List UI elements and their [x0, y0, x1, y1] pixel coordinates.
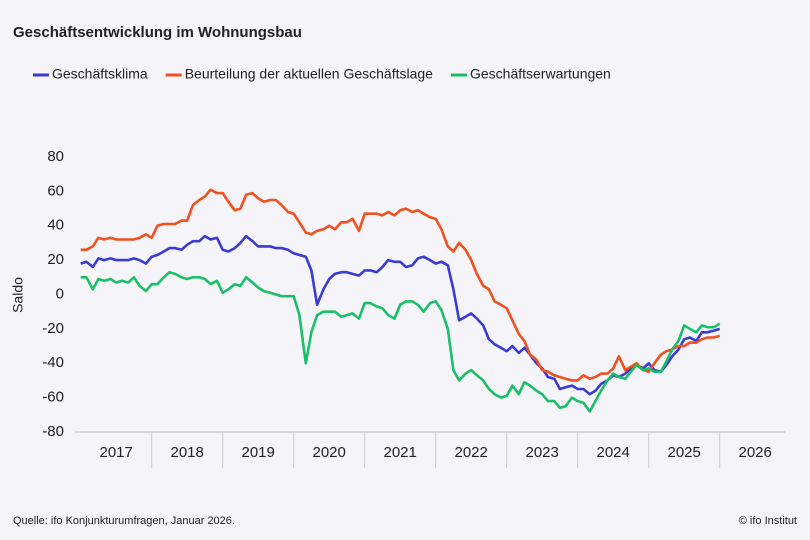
series-line — [80, 234, 721, 396]
x-tick-label: 2017 — [99, 444, 132, 461]
x-tick-label: 2022 — [454, 444, 487, 461]
y-tick-label: 40 — [47, 217, 64, 234]
x-tick-label: 2024 — [596, 444, 629, 461]
x-tick-label: 2019 — [241, 444, 274, 461]
x-tick-label: 2026 — [738, 444, 771, 461]
series-line — [80, 188, 721, 382]
legend: Geschäftsklima Beurteilung der aktuellen … — [33, 66, 611, 82]
y-tick-label: -60 — [42, 389, 64, 406]
legend-label: Geschäftsklima — [52, 66, 148, 82]
copyright: © ifo Institut — [739, 515, 797, 527]
legend-label: Beurteilung der aktuellen Geschäftslage — [185, 66, 433, 82]
x-tick-label: 2018 — [170, 444, 203, 461]
y-tick-label: 20 — [47, 251, 64, 268]
y-tick-label: -40 — [42, 354, 64, 371]
y-tick-label: -80 — [42, 423, 64, 440]
y-axis-label: Saldo — [10, 277, 26, 313]
x-tick-label: 2025 — [667, 444, 700, 461]
y-tick-label: 60 — [47, 182, 64, 199]
legend-label: Geschäftserwartungen — [470, 66, 611, 82]
y-tick-label: 80 — [47, 148, 64, 165]
y-tick-label: 0 — [56, 285, 64, 302]
x-tick-label: 2021 — [383, 444, 416, 461]
series-line — [80, 270, 721, 413]
source: Quelle: ifo Konjunkturumfragen, Januar 2… — [13, 515, 235, 527]
y-tick-label: -20 — [42, 320, 64, 337]
x-tick-label: 2023 — [525, 444, 558, 461]
x-tick-label: 2020 — [312, 444, 345, 461]
chart-title: Geschäftsentwicklung im Wohnungsbau — [13, 24, 302, 41]
